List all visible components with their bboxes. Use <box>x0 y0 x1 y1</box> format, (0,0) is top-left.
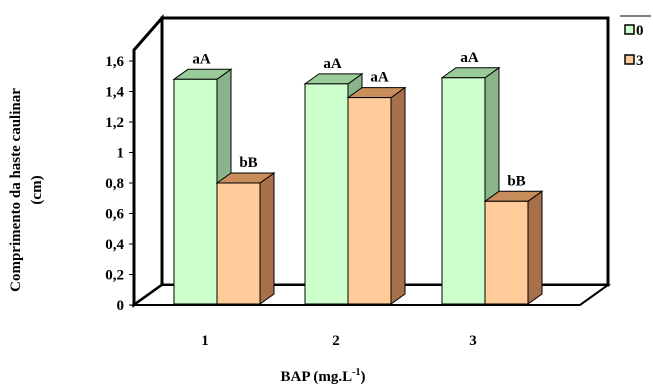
bar-series-3-cat-3 <box>483 190 544 305</box>
bar-side <box>527 190 543 305</box>
data-label: aA <box>460 50 479 66</box>
y-tick-label: 1,6 <box>105 54 124 70</box>
data-label: aA <box>370 70 389 86</box>
legend-label: 3 <box>636 53 644 69</box>
y-tick-labels: 0 0,2 0,4 0,6 0,8 1 1,2 1,4 1,6 <box>105 54 124 314</box>
y-tick-label: 0,6 <box>105 207 124 223</box>
data-label: aA <box>323 56 342 72</box>
bar-front <box>484 200 529 305</box>
legend: 03 <box>620 15 651 69</box>
bar-series-3-cat-2 <box>346 86 407 305</box>
bar-front <box>441 77 486 305</box>
legend-label: 0 <box>636 23 644 39</box>
y-axis-title: Comprimento da haste caulinar <box>8 88 24 292</box>
data-label: bB <box>239 155 257 171</box>
x-tick-label: 1 <box>201 333 209 349</box>
y-axis <box>129 55 580 306</box>
x-axis-title-close: ) <box>361 369 366 385</box>
y-tick-label: 0,8 <box>105 176 124 192</box>
y-tick-label: 0 <box>117 298 125 314</box>
y-tick-label: 0,2 <box>105 268 124 284</box>
x-tick-labels: 1 2 3 <box>201 333 477 349</box>
bar-front <box>304 83 349 305</box>
bar-series-3-cat-1 <box>215 172 276 305</box>
data-label: aA <box>192 51 211 67</box>
x-axis-title: BAP (mg.L-1) <box>280 367 365 385</box>
legend-swatch <box>624 54 635 65</box>
bar-side <box>259 172 275 305</box>
y-tick-label: 1,2 <box>105 115 124 131</box>
x-axis-title-superscript: -1 <box>352 367 360 378</box>
data-label: bB <box>507 173 525 189</box>
x-axis-title-main: BAP (mg.L <box>280 369 352 385</box>
y-tick-label: 0,4 <box>105 237 124 253</box>
data-labels: aA bB aA aA aA bB <box>192 50 525 190</box>
x-tick-label: 2 <box>332 333 340 349</box>
x-tick-label: 3 <box>469 333 477 349</box>
bar-front <box>347 97 392 305</box>
legend-swatch <box>624 24 635 35</box>
side-wall <box>132 14 164 308</box>
bars <box>172 66 544 305</box>
y-axis-unit: (cm) <box>29 175 45 204</box>
y-tick-label: 1 <box>117 146 125 162</box>
bar-side <box>390 86 406 305</box>
y-tick-label: 1,4 <box>105 85 124 101</box>
bar-front <box>216 182 261 305</box>
bar-front <box>173 78 218 305</box>
